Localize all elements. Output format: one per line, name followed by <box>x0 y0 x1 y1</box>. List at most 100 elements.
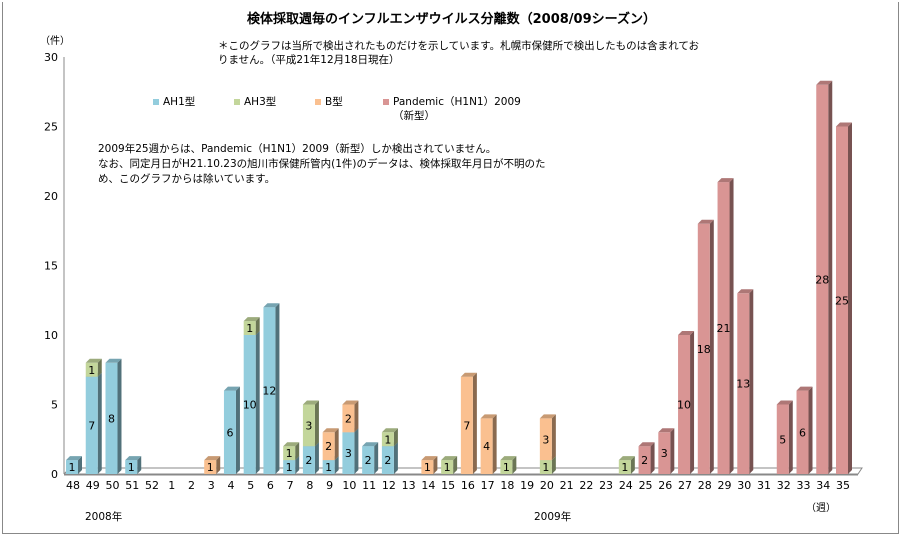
data-label: 6 <box>799 426 806 439</box>
legend-label-b: B型 <box>325 96 343 108</box>
bar-top <box>362 442 379 447</box>
data-label: 1 <box>621 461 628 474</box>
legend-item-ah1: AH1型 <box>153 95 195 109</box>
y-tick-label: 10 <box>44 329 58 342</box>
bar-segment <box>204 460 217 474</box>
x-tick-label: 17 <box>481 479 495 492</box>
bar-segment <box>500 460 513 474</box>
bar-top <box>302 400 319 405</box>
bar-side <box>690 331 695 474</box>
data-label: 10 <box>677 399 691 412</box>
bar-side <box>433 456 438 474</box>
data-label: 3 <box>542 433 549 446</box>
x-tick-label: 26 <box>658 479 672 492</box>
x-tick-label: 52 <box>145 479 159 492</box>
legend-label-pandemic: Pandemic（H1N1）2009 <box>393 96 521 108</box>
annotation-line-2: なお、同定月日がH21.10.23の旭川市保健所管内(1件)のデータは、検体採取… <box>98 158 546 170</box>
data-label: 5 <box>779 433 786 446</box>
bar-side <box>808 386 813 474</box>
bar-top <box>638 442 655 447</box>
bar-side <box>97 372 102 474</box>
bar-side <box>472 372 477 474</box>
bar-side <box>78 456 82 474</box>
x-tick-label: 27 <box>678 479 692 492</box>
bar-top <box>836 122 852 127</box>
bar-side <box>551 456 556 474</box>
bar-top <box>500 456 517 461</box>
bar-top <box>381 428 398 433</box>
bar-side <box>512 456 517 474</box>
bar-segment <box>717 182 730 474</box>
legend-label-ah3: AH3型 <box>244 96 277 108</box>
bar-side <box>255 331 260 474</box>
x-tick-label: 18 <box>500 479 514 492</box>
bar-segment <box>836 126 848 474</box>
bar-side <box>749 289 754 474</box>
bar-side <box>453 456 458 474</box>
x-tick-label: 24 <box>619 479 633 492</box>
bar-side <box>235 386 240 474</box>
data-label: 12 <box>262 385 276 398</box>
x-tick-label: 51 <box>125 479 139 492</box>
chart-annotation: 2009年25週からは、Pandemic（H1N1）2009（新型）しか検出され… <box>98 142 638 187</box>
bar-segment <box>322 432 335 461</box>
data-label: 4 <box>483 440 490 453</box>
data-label: 3 <box>305 419 312 432</box>
legend-label-ah1: AH1型 <box>163 96 196 108</box>
bar-segment <box>125 460 138 474</box>
data-label: 7 <box>463 419 470 432</box>
bar-side <box>334 456 339 474</box>
x-tick-label: 34 <box>816 479 830 492</box>
x-tick-label: 50 <box>105 479 119 492</box>
bar-side <box>117 358 122 474</box>
data-label: 1 <box>128 461 135 474</box>
data-label: 3 <box>345 447 352 460</box>
x-tick-label: 8 <box>306 479 313 492</box>
bar-segment <box>737 293 750 474</box>
bar-top <box>243 317 260 322</box>
data-label: 2 <box>641 454 648 467</box>
data-label: 25 <box>835 294 849 307</box>
legend-item-ah3: AH3型 <box>234 95 276 109</box>
bar-side <box>393 442 398 474</box>
bar-segment <box>381 432 394 447</box>
bar-top <box>480 414 497 419</box>
bar-top <box>776 400 793 405</box>
bar-top <box>796 386 813 391</box>
bar-segment <box>539 418 552 461</box>
bar-top <box>204 456 221 461</box>
bar-segment <box>678 335 691 474</box>
data-label: 1 <box>246 322 253 335</box>
bar-side <box>295 456 300 474</box>
bar-side <box>314 442 319 474</box>
x-tick-label: 23 <box>599 479 613 492</box>
bar-segment <box>342 404 355 433</box>
bar-side <box>709 219 714 474</box>
x-tick-label: 21 <box>560 479 574 492</box>
bar-side <box>729 178 734 474</box>
bar-top <box>263 303 280 308</box>
bar-segment <box>441 460 454 474</box>
x-tick-label: 16 <box>461 479 475 492</box>
x-tick-label: 33 <box>797 479 811 492</box>
bar-segment <box>796 390 809 474</box>
bar-side <box>374 442 379 474</box>
x-tick-label: 19 <box>520 479 534 492</box>
bar-segment <box>697 223 710 474</box>
bar-segment <box>85 362 98 377</box>
bar-side <box>788 400 793 474</box>
data-label: 1 <box>424 461 431 474</box>
x-tick-label: 49 <box>86 479 100 492</box>
annotation-line-1: 2009年25週からは、Pandemic（H1N1）2009（新型）しか検出され… <box>98 143 497 155</box>
data-label: 2 <box>384 454 391 467</box>
chart-title: 検体採取週毎のインフルエンザウイルス分離数（2008/09シーズン） <box>247 12 656 27</box>
bar-top <box>421 456 438 461</box>
x-tick-label: 22 <box>579 479 593 492</box>
x-tick-label: 4 <box>227 479 234 492</box>
bar-top <box>125 456 142 461</box>
data-label: 28 <box>815 273 829 286</box>
bar-side <box>828 80 833 475</box>
bar-top <box>223 386 240 391</box>
bar-segment <box>263 307 276 474</box>
